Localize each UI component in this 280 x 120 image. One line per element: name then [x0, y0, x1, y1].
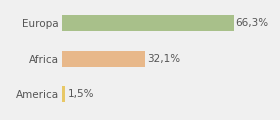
Text: 32,1%: 32,1%	[147, 54, 180, 64]
Bar	[62, 86, 66, 102]
Bar	[62, 15, 234, 31]
Text: 66,3%: 66,3%	[236, 18, 269, 28]
Text: 1,5%: 1,5%	[67, 89, 94, 99]
Bar	[62, 51, 145, 67]
